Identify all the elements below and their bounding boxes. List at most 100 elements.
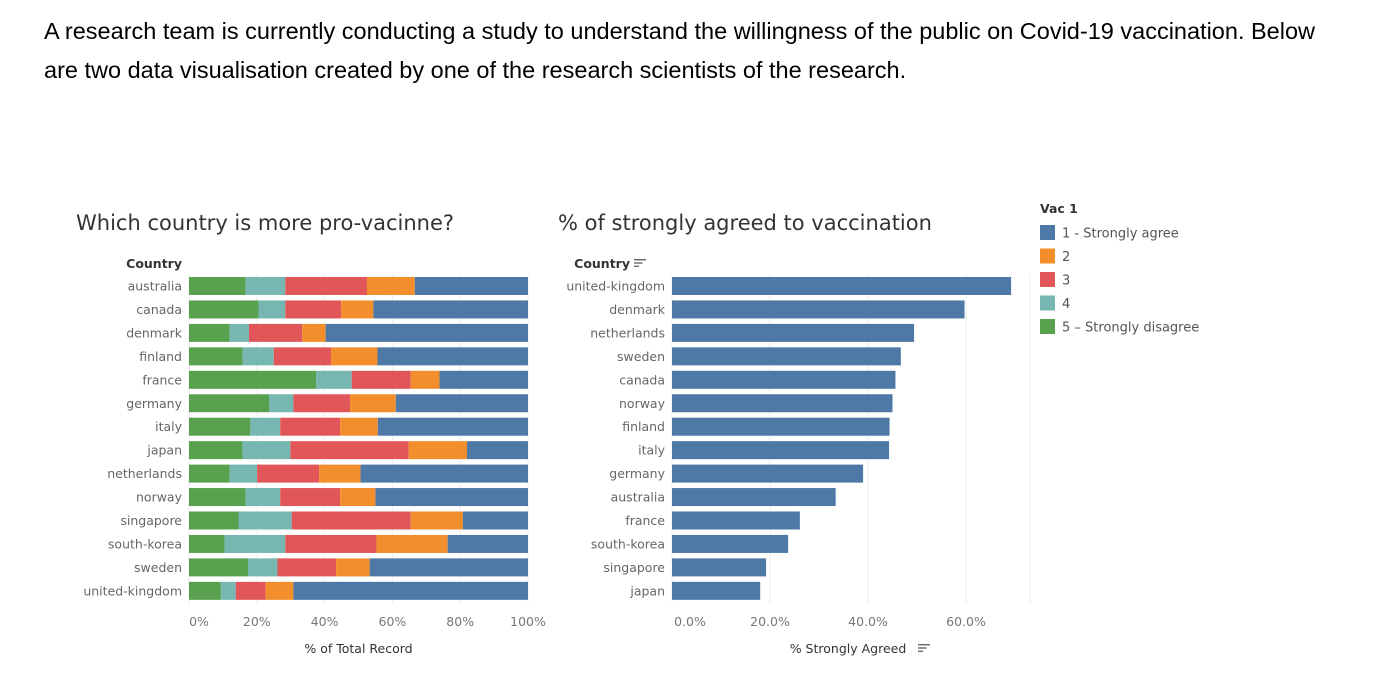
bar-segment	[189, 534, 225, 553]
x-tick-label: 40.0%	[848, 614, 888, 629]
bar-segment	[447, 534, 528, 553]
x-tick-label: 100%	[510, 614, 546, 629]
bar-segment	[319, 464, 361, 483]
country-label: italy	[638, 443, 666, 458]
bar-segment	[189, 558, 248, 577]
bar-segment	[293, 394, 351, 413]
country-label: australia	[611, 490, 665, 505]
bar	[672, 417, 890, 436]
country-label: sweden	[134, 560, 182, 575]
legend-swatch	[1040, 319, 1055, 334]
sort-icon	[918, 644, 930, 646]
bar-segment	[265, 581, 294, 600]
country-label: singapore	[120, 513, 182, 528]
bar-segment	[189, 370, 317, 389]
country-label: canada	[136, 302, 182, 317]
bar	[672, 300, 965, 319]
bar-segment	[466, 441, 528, 460]
right-x-axis-title: % Strongly Agreed	[790, 641, 907, 656]
country-label: italy	[155, 419, 183, 434]
bar-segment	[414, 277, 528, 295]
bar-segment	[269, 394, 294, 413]
legend-label: 4	[1062, 297, 1070, 312]
country-label: finland	[622, 419, 665, 434]
bar	[672, 534, 789, 553]
bar-segment	[462, 511, 528, 530]
sort-icon	[634, 262, 643, 264]
bar-segment	[224, 534, 286, 553]
x-tick-label: 80%	[446, 614, 474, 629]
bar-segment	[285, 277, 367, 295]
bar-segment	[245, 277, 286, 295]
bar-segment	[189, 511, 239, 530]
country-label: singapore	[603, 560, 665, 575]
bar-segment	[410, 511, 463, 530]
country-label: south-korea	[108, 536, 182, 551]
bar-segment	[408, 441, 467, 460]
country-label: france	[142, 372, 182, 387]
bar-segment	[439, 370, 528, 389]
bar-segment	[189, 581, 221, 600]
bar-segment	[273, 347, 332, 366]
bar-segment	[189, 488, 246, 507]
legend-label: 5 – Strongly disagree	[1062, 321, 1199, 336]
country-label: germany	[126, 396, 182, 411]
country-label: australia	[128, 279, 182, 294]
bar-segment	[189, 323, 230, 342]
bar-segment	[242, 441, 291, 460]
x-tick-label: 20.0%	[750, 614, 790, 629]
x-tick-label: 20%	[243, 614, 271, 629]
x-tick-label: 60.0%	[946, 614, 986, 629]
x-tick-label: 60%	[379, 614, 407, 629]
bar	[672, 347, 901, 366]
sort-icon	[918, 647, 927, 649]
bar-segment	[258, 300, 286, 319]
country-label: japan	[629, 583, 665, 598]
bar-segment	[302, 323, 326, 342]
bar	[672, 464, 864, 483]
bar-segment	[189, 394, 270, 413]
bar	[672, 441, 890, 460]
bar-segment	[350, 394, 396, 413]
country-label: japan	[146, 443, 182, 458]
x-tick-label: 0.0%	[674, 614, 706, 629]
sort-icon	[634, 259, 646, 261]
bar-segment	[375, 488, 528, 507]
bar-segment	[366, 277, 415, 295]
legend-label: 1 - Strongly agree	[1062, 227, 1179, 242]
bar-segment	[220, 581, 236, 600]
country-label: united-kingdom	[566, 279, 665, 294]
bar	[672, 323, 915, 342]
bar-segment	[325, 323, 528, 342]
left-chart-title: Which country is more pro-vacinne?	[76, 211, 454, 235]
bar-segment	[280, 417, 341, 436]
bar	[672, 581, 761, 600]
bar-segment	[331, 347, 378, 366]
country-label: canada	[619, 372, 665, 387]
x-tick-label: 40%	[311, 614, 339, 629]
bar-segment	[376, 534, 448, 553]
bar-segment	[229, 464, 258, 483]
bar-segment	[242, 347, 274, 366]
bar-segment	[291, 511, 411, 530]
bar-segment	[189, 417, 251, 436]
bar-segment	[395, 394, 528, 413]
bar-segment	[369, 558, 528, 577]
bar-segment	[377, 347, 528, 366]
bar-segment	[290, 441, 409, 460]
bar-segment	[377, 417, 528, 436]
bar-segment	[257, 464, 320, 483]
bar-segment	[189, 277, 246, 295]
bar	[672, 370, 896, 389]
country-label: sweden	[617, 349, 665, 364]
country-label: norway	[619, 396, 666, 411]
bar-segment	[249, 323, 303, 342]
bar-segment	[277, 558, 337, 577]
bar-segment	[189, 441, 243, 460]
bar	[672, 511, 800, 530]
bar-segment	[189, 300, 259, 319]
bar-segment	[340, 417, 378, 436]
legend-title: Vac 1	[1040, 201, 1078, 216]
right-chart-title: % of strongly agreed to vaccination	[558, 211, 932, 235]
